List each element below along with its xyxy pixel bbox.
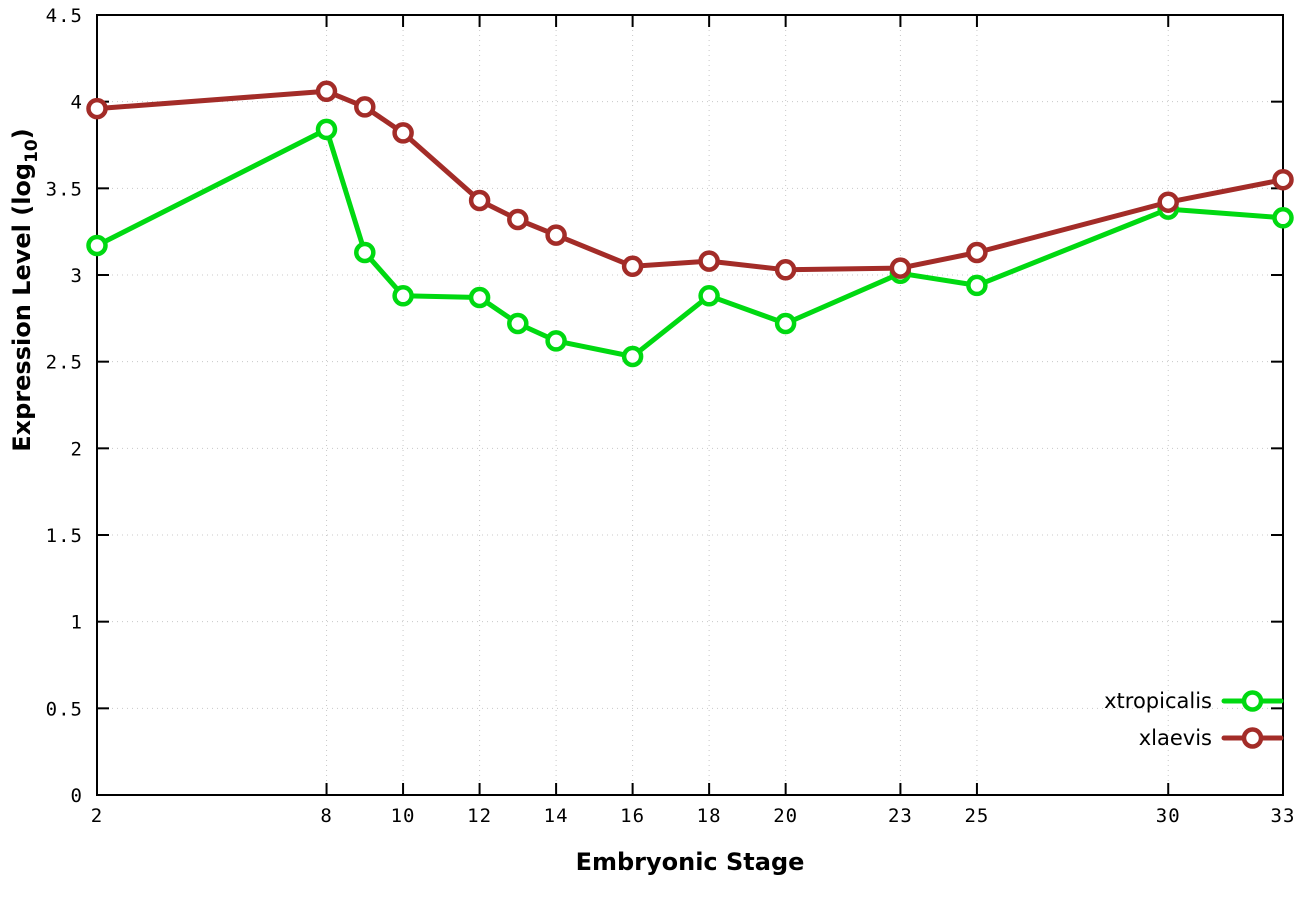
data-point-xlaevis [315,80,338,103]
x-tick-label: 8 [320,805,332,827]
x-tick-label: 18 [697,805,722,827]
data-point-xlaevis [1272,168,1294,191]
data-point-xlaevis [354,96,376,118]
y-tick-label: 0.5 [46,698,83,720]
y-tick-label: 4.5 [46,5,83,27]
data-point-xtropicalis [545,330,567,352]
data-point-xtropicalis [966,274,988,297]
data-point-xtropicalis [698,285,720,307]
data-point-xtropicalis [86,234,108,257]
data-point-xtropicalis [621,345,644,368]
y-tick-label: 0 [71,785,83,807]
legend-sample-marker-xtropicalis [1241,690,1264,712]
y-axis-label: Expression Level (log10) [8,128,42,451]
data-point-xlaevis [698,250,720,272]
data-point-xlaevis [392,122,414,144]
y-tick-label: 1.5 [46,525,83,547]
x-tick-label: 12 [467,805,492,827]
data-point-xlaevis [86,97,108,120]
x-axis-label: Embryonic Stage [576,848,805,876]
data-point-xlaevis [468,189,491,212]
x-tick-label: 14 [544,805,569,827]
x-tick-label: 23 [888,805,913,827]
data-point-xlaevis [774,259,797,281]
y-tick-label: 1 [71,612,83,634]
legend-label-xtropicalis: xtropicalis [1104,689,1212,713]
data-point-xtropicalis [507,312,529,335]
data-point-xlaevis [1157,191,1179,213]
x-tick-label: 25 [964,805,989,827]
x-tick-label: 33 [1271,805,1296,827]
plot-border [96,14,1284,796]
data-point-xlaevis [507,208,529,231]
data-point-xtropicalis [392,285,414,307]
legend-label-xlaevis: xlaevis [1139,726,1212,750]
series-line-xlaevis [94,88,1286,273]
series-line-xtropicalis [94,126,1286,359]
data-point-xtropicalis [1272,207,1294,229]
data-point-xlaevis [966,241,988,264]
data-point-xtropicalis [354,241,376,264]
data-point-xlaevis [545,224,567,246]
x-tick-label: 2 [91,805,103,827]
data-point-xlaevis [621,255,644,278]
data-point-xtropicalis [315,118,338,141]
data-point-xtropicalis [468,286,491,309]
y-tick-label: 3.5 [46,178,83,200]
data-point-xlaevis [889,257,912,279]
x-tick-label: 16 [620,805,645,827]
x-tick-label: 10 [391,805,416,827]
y-tick-label: 3 [71,265,83,287]
data-point-xtropicalis [774,312,797,335]
legend-sample-marker-xlaevis [1241,727,1264,749]
x-tick-label: 30 [1156,805,1181,827]
y-tick-label: 4 [71,92,83,114]
y-tick-label: 2.5 [46,352,83,374]
y-tick-label: 2 [71,438,83,460]
x-tick-label: 20 [773,805,798,827]
